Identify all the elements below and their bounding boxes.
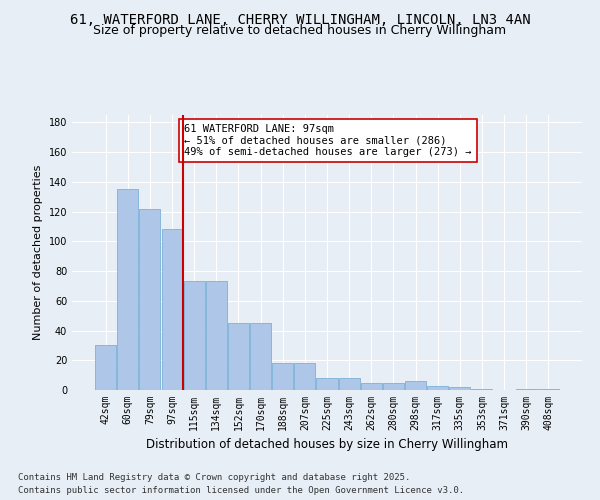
Bar [228,323,249,390]
Bar [538,388,559,390]
Bar [272,363,293,390]
Bar [383,382,404,390]
Bar [184,282,205,390]
Bar [405,381,426,390]
Bar [316,378,338,390]
Text: 61 WATERFORD LANE: 97sqm
← 51% of detached houses are smaller (286)
49% of semi-: 61 WATERFORD LANE: 97sqm ← 51% of detach… [184,124,472,157]
Bar [118,190,139,390]
Bar [449,387,470,390]
Text: Contains HM Land Registry data © Crown copyright and database right 2025.: Contains HM Land Registry data © Crown c… [18,474,410,482]
Bar [515,388,536,390]
Bar [338,378,359,390]
Bar [427,386,448,390]
Bar [250,323,271,390]
X-axis label: Distribution of detached houses by size in Cherry Willingham: Distribution of detached houses by size … [146,438,508,452]
Bar [139,208,160,390]
Bar [472,388,493,390]
Text: Contains public sector information licensed under the Open Government Licence v3: Contains public sector information licen… [18,486,464,495]
Bar [361,382,382,390]
Bar [161,230,182,390]
Bar [95,346,116,390]
Text: Size of property relative to detached houses in Cherry Willingham: Size of property relative to detached ho… [94,24,506,37]
Bar [295,363,316,390]
Y-axis label: Number of detached properties: Number of detached properties [33,165,43,340]
Text: 61, WATERFORD LANE, CHERRY WILLINGHAM, LINCOLN, LN3 4AN: 61, WATERFORD LANE, CHERRY WILLINGHAM, L… [70,12,530,26]
Bar [206,282,227,390]
